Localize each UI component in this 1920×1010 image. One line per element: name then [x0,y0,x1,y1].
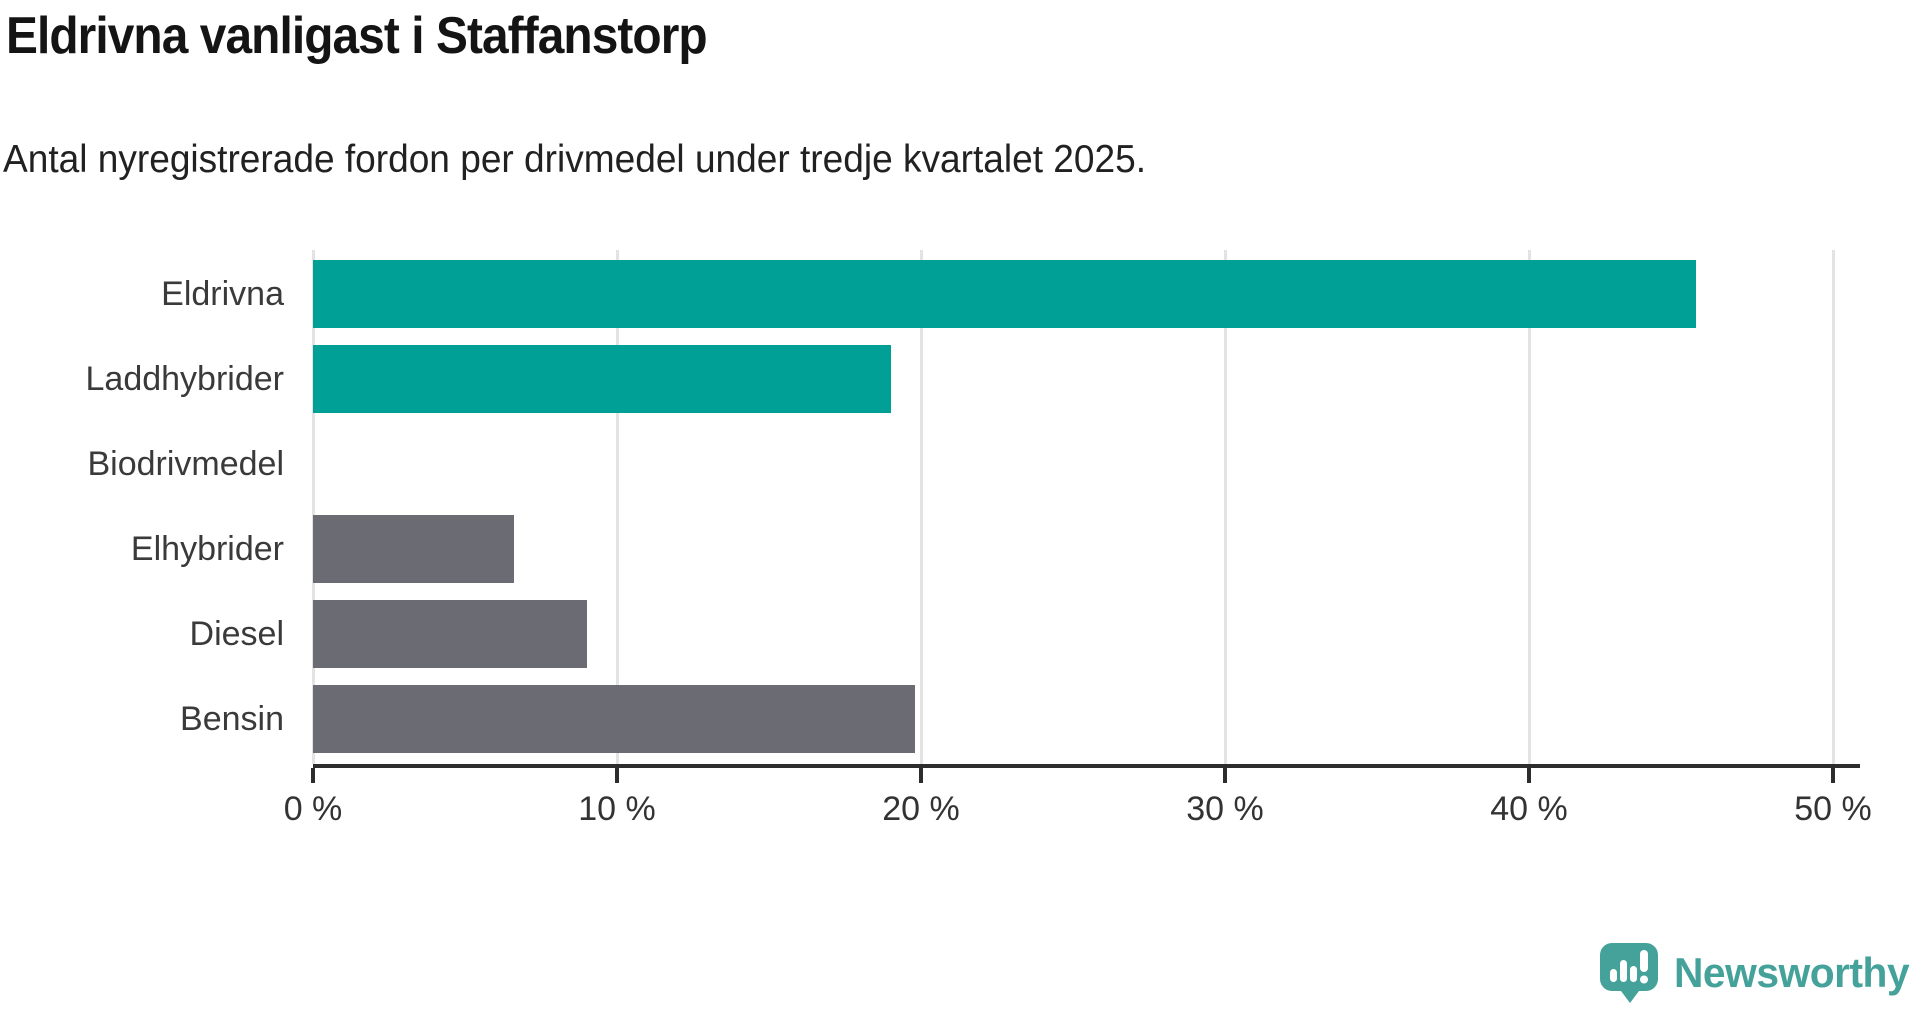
category-label: Biodrivmedel [87,445,284,483]
x-axis-tick-label: 20 % [882,790,960,828]
bar [313,600,587,668]
x-axis-tick-label: 40 % [1490,790,1568,828]
x-axis-tick [1831,768,1835,783]
newsworthy-logo: Newsworthy [1598,941,1916,1005]
gridline [920,250,923,764]
newsworthy-logo-text: Newsworthy [1674,949,1910,996]
x-axis-tick-label: 0 % [283,790,343,828]
category-label: Laddhybrider [85,360,284,398]
x-axis-tick-label: 10 % [578,790,656,828]
bar [313,345,891,413]
x-axis-tick [311,768,315,783]
x-axis-tick-label: 30 % [1186,790,1264,828]
gridline [1528,250,1531,764]
bar [313,685,915,753]
category-label: Bensin [180,700,284,738]
gridline [1832,250,1835,764]
category-label: Eldrivna [161,275,284,313]
x-axis-line [313,764,1860,768]
newsworthy-logo-icon [1598,941,1660,1005]
category-label: Diesel [189,615,284,653]
gridline [1224,250,1227,764]
chart-subtitle: Antal nyregistrerade fordon per drivmede… [3,138,1147,181]
bar [313,260,1697,328]
x-axis-tick [1223,768,1227,783]
bar [313,515,514,583]
gridline [312,250,315,764]
gridline [616,250,619,764]
chart-title: Eldrivna vanligast i Staffanstorp [6,7,708,65]
x-axis-tick-label: 50 % [1794,790,1872,828]
x-axis-tick [615,768,619,783]
x-axis-tick [919,768,923,783]
x-axis-tick [1527,768,1531,783]
category-label: Elhybrider [130,530,284,568]
